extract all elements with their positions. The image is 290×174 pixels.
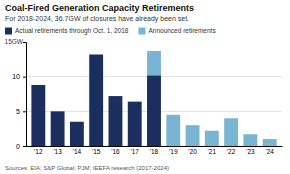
subtitle: For 2018-2024, 36.7GW of closures have a… xyxy=(5,15,189,23)
bar xyxy=(70,121,84,122)
x-tick: '21 xyxy=(208,148,217,155)
y-tick: 0 xyxy=(16,143,26,150)
bar xyxy=(31,84,45,85)
bar xyxy=(128,102,142,146)
x-tick: '19 xyxy=(169,148,178,155)
x-tick-label: '14 xyxy=(73,148,82,155)
x-axis: '12 '13 '14 '15 '16 '17 '18 '19 '20 '21 '22 '23 '24 xyxy=(27,147,283,155)
bar xyxy=(263,139,277,146)
legend-swatch xyxy=(5,28,12,35)
x-tick-label: '18 xyxy=(150,148,159,155)
bar xyxy=(109,96,123,146)
bar xyxy=(147,75,161,146)
bar xyxy=(51,111,65,112)
bar xyxy=(147,51,161,75)
x-tick: '22 xyxy=(227,148,236,155)
bar xyxy=(31,85,45,146)
y-tick-mark xyxy=(23,146,26,147)
bar xyxy=(51,111,65,146)
x-tick-label: '24 xyxy=(265,148,274,155)
y-axis-label: 15GW xyxy=(5,38,24,45)
x-tick: '23 xyxy=(246,148,255,155)
legend-label: Announced retirements xyxy=(148,27,216,34)
x-tick: '24 xyxy=(265,148,274,155)
legend-item: Announced retirements xyxy=(138,27,216,34)
x-tick-label: '16 xyxy=(111,148,120,155)
x-tick: '16 xyxy=(111,148,120,155)
x-tick-label: '21 xyxy=(208,148,217,155)
x-tick-label: '15 xyxy=(92,148,101,155)
title: Coal-Fired Generation Capacity Retiremen… xyxy=(5,3,194,13)
x-tick-label: '19 xyxy=(169,148,178,155)
bar xyxy=(224,118,238,146)
x-tick: '15 xyxy=(92,148,101,155)
bar xyxy=(70,122,84,146)
y-tick-label: 10 xyxy=(12,73,20,80)
legend-label: Actual retirements through Oct. 1, 2018 xyxy=(15,27,129,35)
bar xyxy=(166,115,180,146)
chart: Coal-Fired Generation Capacity Retiremen… xyxy=(0,0,290,174)
bar xyxy=(243,134,257,146)
y-tick-label: 0 xyxy=(16,143,20,150)
bars xyxy=(31,51,276,146)
x-tick-label: '22 xyxy=(227,148,236,155)
x-tick-label: '17 xyxy=(130,148,139,155)
x-tick-label: '12 xyxy=(34,148,43,155)
y-tick: 5 xyxy=(16,108,26,115)
y-tick: 10 xyxy=(12,73,26,80)
x-tick-label: '13 xyxy=(53,148,62,155)
x-tick-label: '20 xyxy=(188,148,197,155)
y-tick-label: 5 xyxy=(16,108,20,115)
legend-swatch xyxy=(138,28,145,35)
y-tick-mark xyxy=(23,111,26,112)
bar xyxy=(128,101,142,102)
y-axis: 0 5 10 xyxy=(12,43,26,150)
bar xyxy=(89,54,103,55)
legend-item: Actual retirements through Oct. 1, 2018 xyxy=(5,27,129,35)
x-tick: '14 xyxy=(73,148,82,155)
bar xyxy=(205,131,219,146)
x-tick: '13 xyxy=(53,148,62,155)
x-tick: '18 xyxy=(150,148,159,155)
bar xyxy=(109,96,123,97)
bar xyxy=(89,54,103,146)
series xyxy=(31,54,161,146)
series xyxy=(147,51,277,146)
x-tick-label: '23 xyxy=(246,148,255,155)
y-axis-line xyxy=(23,43,27,147)
x-tick: '20 xyxy=(188,148,197,155)
bar xyxy=(186,125,200,146)
x-tick: '17 xyxy=(130,148,139,155)
x-tick: '12 xyxy=(34,148,43,155)
y-tick-mark xyxy=(23,77,26,78)
source: Sources: EIA; S&P Global; PJM; IEEFA res… xyxy=(5,165,169,171)
legend: Actual retirements through Oct. 1, 2018 A… xyxy=(5,27,216,35)
